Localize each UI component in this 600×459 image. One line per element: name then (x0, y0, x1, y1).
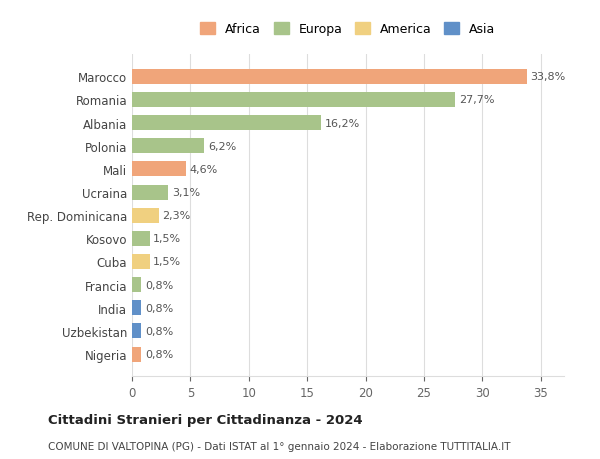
Bar (132, 254, 149, 269)
Text: 3,1%: 3,1% (172, 188, 200, 198)
Text: 0,8%: 0,8% (145, 303, 173, 313)
Text: 1,5%: 1,5% (153, 234, 181, 244)
Text: 2,3%: 2,3% (163, 211, 191, 221)
Text: 0,8%: 0,8% (145, 326, 173, 336)
Text: 16,2%: 16,2% (325, 118, 360, 129)
Legend: Africa, Europa, America, Asia: Africa, Europa, America, Asia (197, 20, 499, 40)
Text: 6,2%: 6,2% (208, 141, 236, 151)
Bar (132, 139, 205, 154)
Text: 1,5%: 1,5% (153, 257, 181, 267)
Bar (132, 301, 142, 316)
Bar (132, 116, 321, 131)
Bar (132, 93, 455, 108)
Bar (132, 324, 142, 339)
Bar (132, 231, 149, 246)
Text: COMUNE DI VALTOPINA (PG) - Dati ISTAT al 1° gennaio 2024 - Elaborazione TUTTITAL: COMUNE DI VALTOPINA (PG) - Dati ISTAT al… (48, 441, 511, 451)
Bar (132, 208, 159, 223)
Text: 0,8%: 0,8% (145, 349, 173, 359)
Bar (132, 347, 142, 362)
Bar (132, 70, 527, 85)
Bar (132, 162, 186, 177)
Text: 27,7%: 27,7% (459, 95, 494, 105)
Bar (132, 278, 142, 292)
Text: Cittadini Stranieri per Cittadinanza - 2024: Cittadini Stranieri per Cittadinanza - 2… (48, 413, 362, 426)
Text: 0,8%: 0,8% (145, 280, 173, 290)
Text: 4,6%: 4,6% (189, 165, 217, 174)
Bar (132, 185, 168, 200)
Text: 33,8%: 33,8% (530, 72, 565, 82)
